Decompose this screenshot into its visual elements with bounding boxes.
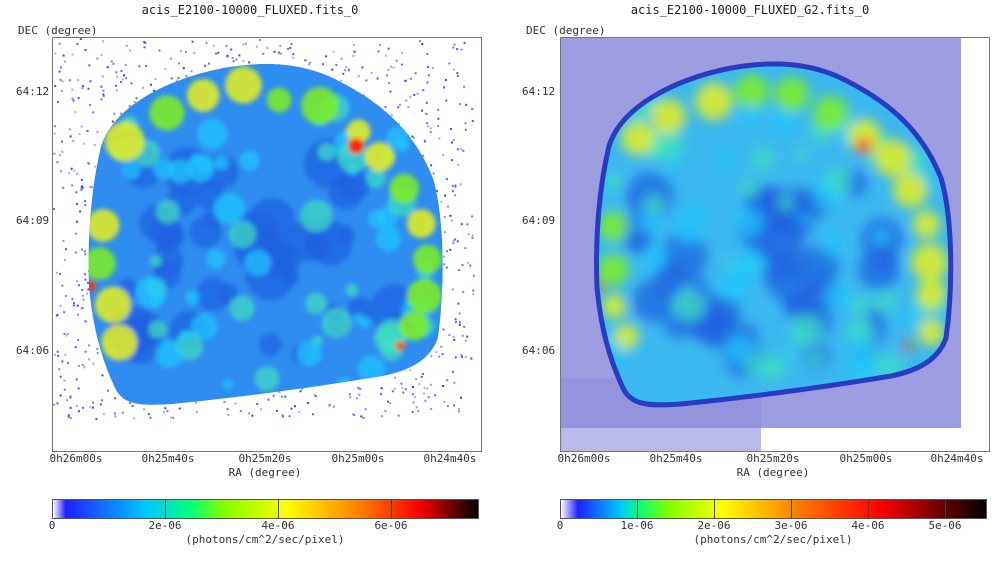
left-colorbar-divider-2 xyxy=(278,499,279,519)
left-xtick-4: 0h25m00s xyxy=(331,452,385,465)
left-colorbar xyxy=(52,499,479,519)
right-colorbar-divider-2 xyxy=(714,499,715,519)
right-ra-axis-label: RA (degree) xyxy=(736,466,810,479)
left-xtick-2: 0h25m40s xyxy=(141,452,195,465)
right-xtick-4: 0h25m00s xyxy=(839,452,893,465)
left-panel: acis_E2100-10000_FLUXED.fits_0 DEC (degr… xyxy=(16,3,482,546)
left-ytick-1: 64:12 xyxy=(16,85,50,98)
right-colorbar-divider-3 xyxy=(791,499,792,519)
right-ytick-1: 64:12 xyxy=(522,85,556,98)
right-cbar-tick-5: 4e-06 xyxy=(851,519,885,532)
left-xtick-5: 0h24m40s xyxy=(423,452,477,465)
right-cbar-tick-2: 1e-06 xyxy=(620,519,654,532)
right-cbar-tick-3: 2e-06 xyxy=(697,519,731,532)
left-ytick-3: 64:06 xyxy=(16,344,50,357)
left-remnant xyxy=(88,63,443,405)
left-image-frame xyxy=(52,37,482,452)
right-dec-axis-label: DEC (degree) xyxy=(526,24,606,37)
left-xray-image xyxy=(53,38,475,420)
right-panel: acis_E2100-10000_FLUXED_G2.fits_0 DEC (d… xyxy=(500,0,1000,570)
right-ytick-2: 64:09 xyxy=(522,214,556,227)
right-xtick-1: 0h26m00s xyxy=(557,452,611,465)
right-colorbar-divider-4 xyxy=(868,499,869,519)
right-image-frame xyxy=(560,37,990,452)
left-ra-axis-label: RA (degree) xyxy=(228,466,302,479)
right-colorbar xyxy=(560,499,987,519)
right-cbar-tick-6: 5e-06 xyxy=(928,519,962,532)
left-xtick-1: 0h26m00s xyxy=(49,452,103,465)
right-xtick-5: 0h24m40s xyxy=(930,452,984,465)
right-colorbar-divider-5 xyxy=(945,499,946,519)
left-dec-axis-label: DEC (degree) xyxy=(18,24,98,37)
right-xtick-2: 0h25m40s xyxy=(649,452,703,465)
right-colorbar-divider-1 xyxy=(637,499,638,519)
left-colorbar-divider-3 xyxy=(391,499,392,519)
left-cbar-tick-4: 6e-06 xyxy=(374,519,408,532)
left-xtick-3: 0h25m20s xyxy=(238,452,292,465)
left-plot-title: acis_E2100-10000_FLUXED.fits_0 xyxy=(141,3,359,17)
left-cbar-tick-1: 0 xyxy=(48,519,56,532)
right-cbar-tick-1: 0 xyxy=(556,519,564,532)
left-colorbar-units: (photons/cm^2/sec/pixel) xyxy=(185,533,345,546)
right-xtick-3: 0h25m20s xyxy=(746,452,800,465)
left-cbar-tick-2: 2e-06 xyxy=(148,519,182,532)
right-cbar-tick-4: 3e-06 xyxy=(774,519,808,532)
left-cbar-tick-3: 4e-06 xyxy=(261,519,295,532)
right-ytick-3: 64:06 xyxy=(522,344,556,357)
right-colorbar-units: (photons/cm^2/sec/pixel) xyxy=(693,533,853,546)
left-ytick-2: 64:09 xyxy=(16,214,50,227)
right-xray-image xyxy=(561,38,961,451)
right-plot-title: acis_E2100-10000_FLUXED_G2.fits_0 xyxy=(630,3,870,17)
left-colorbar-divider-1 xyxy=(165,499,166,519)
